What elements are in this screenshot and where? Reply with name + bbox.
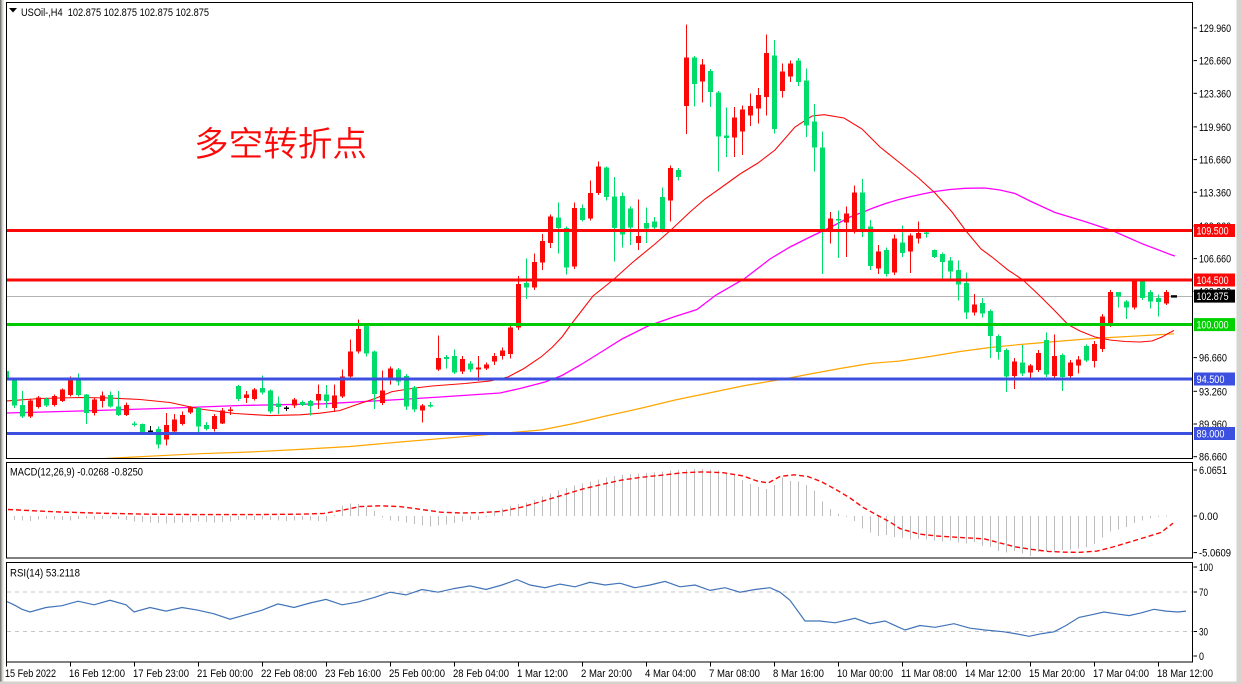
svg-text:17 Feb 23:00: 17 Feb 23:00 [133,668,189,680]
svg-text:15 Feb 2022: 15 Feb 2022 [5,668,56,680]
svg-text:129.960: 129.960 [1199,23,1231,35]
svg-text:94.500: 94.500 [1197,374,1225,386]
svg-text:113.360: 113.360 [1199,187,1231,199]
svg-text:0.00: 0.00 [1199,511,1218,523]
svg-text:MACD(12,26,9) -0.0268 -0.8250: MACD(12,26,9) -0.0268 -0.8250 [10,467,143,479]
svg-text:106.660: 106.660 [1199,254,1231,266]
svg-text:7 Mar 08:00: 7 Mar 08:00 [709,668,760,680]
svg-text:100: 100 [1199,562,1213,574]
svg-text:0: 0 [1199,651,1204,663]
svg-text:2 Mar 20:00: 2 Mar 20:00 [581,668,632,680]
svg-text:21 Feb 00:00: 21 Feb 00:00 [197,668,253,680]
svg-text:25 Feb 00:00: 25 Feb 00:00 [389,668,445,680]
svg-text:126.660: 126.660 [1199,56,1231,68]
svg-text:RSI(14) 53.2118: RSI(14) 53.2118 [10,568,80,580]
svg-text:104.500: 104.500 [1197,275,1229,287]
svg-text:96.660: 96.660 [1199,353,1227,365]
svg-text:70: 70 [1199,587,1208,599]
svg-text:116.660: 116.660 [1199,155,1231,167]
svg-text:8 Mar 16:00: 8 Mar 16:00 [773,668,824,680]
svg-text:17 Mar 04:00: 17 Mar 04:00 [1093,668,1149,680]
svg-text:15 Mar 20:00: 15 Mar 20:00 [1029,668,1085,680]
svg-text:6.0651: 6.0651 [1199,465,1227,477]
svg-text:23 Feb 16:00: 23 Feb 16:00 [325,668,381,680]
svg-text:4 Mar 04:00: 4 Mar 04:00 [645,668,696,680]
svg-text:100.000: 100.000 [1197,320,1229,332]
svg-text:14 Mar 12:00: 14 Mar 12:00 [965,668,1021,680]
svg-text:22 Feb 08:00: 22 Feb 08:00 [261,668,317,680]
svg-text:102.875: 102.875 [1197,291,1229,303]
svg-text:109.500: 109.500 [1197,226,1229,238]
svg-text:119.960: 119.960 [1199,122,1231,134]
svg-text:16 Feb 12:00: 16 Feb 12:00 [69,668,125,680]
svg-text:18 Mar 12:00: 18 Mar 12:00 [1157,668,1213,680]
svg-text:10 Mar 00:00: 10 Mar 00:00 [837,668,893,680]
svg-text:89.000: 89.000 [1197,429,1225,441]
svg-text:123.360: 123.360 [1199,88,1231,100]
svg-text:86.660: 86.660 [1199,452,1227,464]
svg-text:1 Mar 12:00: 1 Mar 12:00 [517,668,568,680]
svg-text:-5.0609: -5.0609 [1199,548,1231,560]
svg-text:USOil-,H4 102.875 102.875 102: USOil-,H4 102.875 102.875 102.875 102.87… [21,7,209,19]
svg-text:93.260: 93.260 [1199,386,1227,398]
svg-text:11 Mar 08:00: 11 Mar 08:00 [901,668,957,680]
svg-text:30: 30 [1199,627,1208,639]
svg-text:28 Feb 04:00: 28 Feb 04:00 [453,668,509,680]
